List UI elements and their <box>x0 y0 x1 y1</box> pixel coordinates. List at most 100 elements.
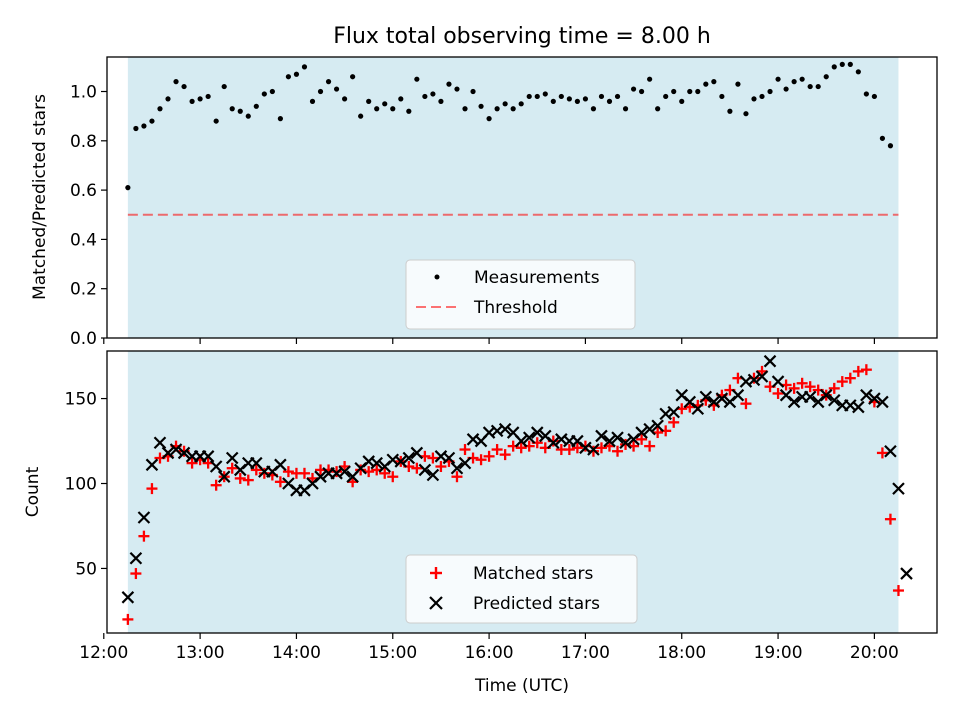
x-tick-label: 16:00 <box>465 643 514 663</box>
measurement-point <box>430 91 436 97</box>
measurement-point <box>141 123 147 129</box>
predicted-star-point <box>603 434 616 448</box>
matched-star-point <box>636 433 648 445</box>
matched-star-point <box>828 382 840 394</box>
matched-star-point <box>612 445 624 457</box>
measurement-point <box>398 96 404 102</box>
measurement-point <box>655 106 661 112</box>
predicted-star-point <box>450 461 464 475</box>
measurement-point <box>799 76 805 82</box>
predicted-star-point <box>763 354 777 368</box>
predicted-star-point <box>892 482 905 495</box>
matched-star-point <box>740 398 752 410</box>
measurement-point <box>614 93 621 100</box>
measurement-point <box>189 98 195 104</box>
predicted-star-point <box>522 431 536 444</box>
predicted-star-point <box>635 426 648 439</box>
measurement-point <box>647 76 653 82</box>
measurement-point <box>823 74 829 80</box>
predicted-star-point <box>900 567 913 580</box>
matched-star-point <box>331 466 343 478</box>
matched-star-point <box>274 476 286 488</box>
measurement-point <box>558 93 564 100</box>
measurement-point <box>454 86 460 92</box>
measurement-point <box>743 111 749 117</box>
predicted-star-point <box>209 460 223 473</box>
matched-star-point <box>772 387 784 399</box>
legend-matched-label: Matched stars <box>473 564 593 584</box>
bottom-x-ticks: 12:00 13:00 14:00 15:00 16:00 17:00 18:00 19:00… <box>79 633 899 663</box>
bottom-legend: Matched stars Predicted stars <box>405 554 638 624</box>
measurement-point <box>574 98 580 104</box>
predicted-star-point <box>619 436 632 450</box>
measurement-point <box>671 88 677 95</box>
measurement-point <box>253 103 259 109</box>
measurement-point <box>639 88 645 95</box>
predicted-star-point <box>860 388 873 402</box>
top-y-ticks: 0.0 0.2 0.4 0.6 0.8 1.0 <box>70 83 107 349</box>
measurement-point <box>317 88 324 95</box>
measurement-point <box>879 135 886 141</box>
legend-threshold-label: Threshold <box>473 298 558 318</box>
measurement-point <box>333 86 340 92</box>
measurement-point <box>550 98 556 104</box>
x-tick-label: 15:00 <box>368 643 417 663</box>
x-tick-label: 18:00 <box>657 643 706 663</box>
predicted-star-point <box>169 443 183 456</box>
measurement-point <box>839 61 845 67</box>
x-tick-label: 19:00 <box>754 643 803 663</box>
predicted-star-point <box>145 458 159 472</box>
measurement-point <box>534 93 540 100</box>
measurement-point <box>687 88 693 95</box>
measurement-point <box>125 185 131 191</box>
matched-star-point <box>515 442 527 454</box>
measurement-point <box>301 64 308 70</box>
matched-star-point <box>258 467 270 479</box>
measurement-point <box>759 93 765 100</box>
matched-star-point <box>355 464 367 476</box>
matched-star-point <box>122 613 134 625</box>
matched-star-point <box>499 449 511 461</box>
predicted-star-point <box>803 390 817 404</box>
predicted-star-point <box>129 551 143 565</box>
measurement-point <box>831 64 837 70</box>
measurement-point <box>269 88 275 95</box>
measurement-point <box>767 88 773 95</box>
measurement-point <box>406 108 412 114</box>
measurement-point <box>663 93 669 100</box>
x-tick-label: 14:00 <box>272 643 321 663</box>
predicted-star-point <box>418 463 432 477</box>
measurement-point <box>791 79 797 85</box>
matched-star-point <box>804 381 816 393</box>
x-tick-label: 20:00 <box>850 643 899 663</box>
top-legend: Measurements Threshold <box>405 259 636 330</box>
predicted-star-point <box>884 444 897 458</box>
predicted-star-point <box>787 395 801 409</box>
matched-star-point <box>563 444 575 456</box>
predicted-star-point <box>217 470 231 483</box>
predicted-star-point <box>137 511 151 524</box>
predicted-star-point <box>707 395 721 409</box>
measurement-point <box>807 83 813 90</box>
matched-star-point <box>483 450 495 462</box>
matched-star-point <box>379 467 391 479</box>
x-axis-label: Time (UTC) <box>474 676 569 696</box>
predicted-star-point <box>852 400 865 414</box>
matched-star-point <box>387 471 399 483</box>
measurement-point <box>197 96 203 102</box>
matched-star-point <box>892 585 904 597</box>
measurement-point <box>374 106 380 112</box>
measurement-point <box>237 108 243 114</box>
predicted-star-point <box>121 591 135 604</box>
top-y-tick-label: 0.0 <box>70 329 97 349</box>
measurement-point <box>887 143 894 149</box>
bottom-y-ticks: 50 100 150 <box>65 390 107 579</box>
measurement-point <box>205 93 211 100</box>
matched-star-point <box>644 440 656 452</box>
bottom-y-tick-label: 100 <box>65 475 97 495</box>
legend-measurements-label: Measurements <box>474 268 600 288</box>
measurement-point <box>510 106 516 112</box>
matched-star-point <box>427 452 439 464</box>
legend-measurement-marker <box>434 274 440 280</box>
